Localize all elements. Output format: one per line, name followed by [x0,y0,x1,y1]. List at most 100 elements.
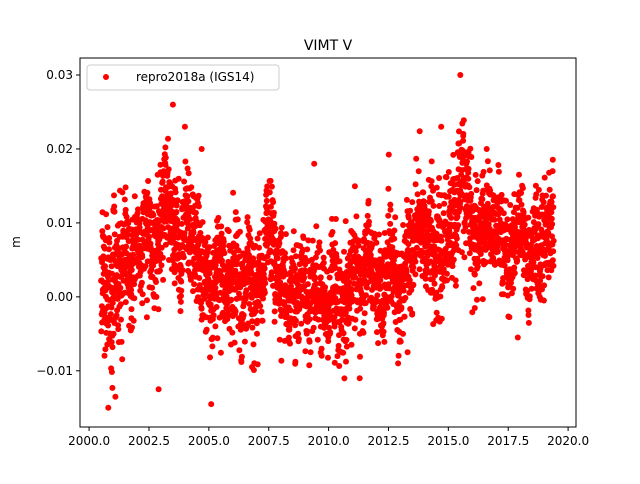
data-point [336,258,343,265]
data-point [410,281,417,288]
data-point [325,354,331,361]
data-point [276,336,283,343]
data-point [218,230,225,237]
data-point [334,353,341,360]
data-point [256,244,262,251]
data-point [452,282,459,289]
data-point [453,235,460,242]
data-point [425,208,432,215]
data-point [259,317,266,324]
data-point [436,175,443,181]
data-point [450,151,457,158]
data-point [532,182,539,189]
data-point [343,336,350,343]
data-point [335,342,342,349]
data-point [453,242,460,249]
data-point [205,276,212,283]
data-point [247,235,254,242]
data-point [340,349,347,356]
data-point [235,247,242,254]
data-point [545,274,552,281]
data-point [109,384,116,391]
data-point [360,329,367,336]
data-point [471,305,478,311]
data-point [218,223,225,230]
data-point [495,162,502,168]
data-point [139,291,146,298]
data-point [525,214,532,221]
data-point [261,289,268,296]
data-point [494,248,501,255]
data-point [326,274,333,281]
y-tick-label: 0.03 [46,68,73,82]
data-point [360,319,367,326]
data-point [398,305,405,312]
data-point [278,357,285,364]
data-point [256,230,263,237]
data-point [406,277,413,284]
data-point [102,287,109,294]
data-point [149,284,156,291]
data-point [278,224,285,231]
data-point [157,267,163,274]
data-point [178,278,185,285]
data-point [340,330,347,337]
data-point [130,251,137,258]
data-point [391,227,398,234]
data-point [131,281,138,288]
data-point [144,297,150,304]
data-point [305,237,312,244]
data-point [241,338,248,345]
data-point [237,228,243,235]
data-point [391,235,398,242]
data-point [500,210,507,217]
data-point [139,300,146,307]
data-point [318,352,325,359]
data-point [144,189,151,196]
data-point [432,265,439,272]
data-point [209,343,216,350]
data-point [454,175,461,181]
data-point [498,191,505,198]
data-point [490,203,497,210]
data-point [292,358,299,365]
data-point [260,271,267,278]
data-point [153,203,160,210]
data-point [180,254,187,261]
data-point [333,253,340,260]
data-point [533,191,540,198]
data-point [385,212,392,219]
data-point [106,239,113,246]
data-point [461,254,468,261]
data-point [400,330,406,337]
x-tick-label: 2020.0 [547,434,589,448]
data-point [491,216,498,223]
data-point [292,253,299,260]
data-point [521,221,528,228]
data-point [381,338,388,345]
data-point [503,197,509,204]
data-point [234,216,241,223]
data-point [115,326,122,333]
data-point [260,295,266,302]
data-point [549,168,556,175]
data-point [271,308,278,315]
data-point [207,354,213,361]
data-point [244,219,251,226]
data-point [238,353,245,360]
data-point [331,323,338,330]
data-point [197,230,204,236]
data-point [128,306,135,313]
data-point [111,192,117,199]
data-point [443,174,450,181]
data-point [198,146,205,152]
data-point [158,262,165,269]
data-point [446,228,453,235]
data-point [451,247,457,254]
data-point [408,287,415,293]
data-point [534,255,541,261]
data-point [376,231,382,238]
data-point [191,281,198,288]
data-point [395,352,402,359]
data-point [240,312,247,319]
